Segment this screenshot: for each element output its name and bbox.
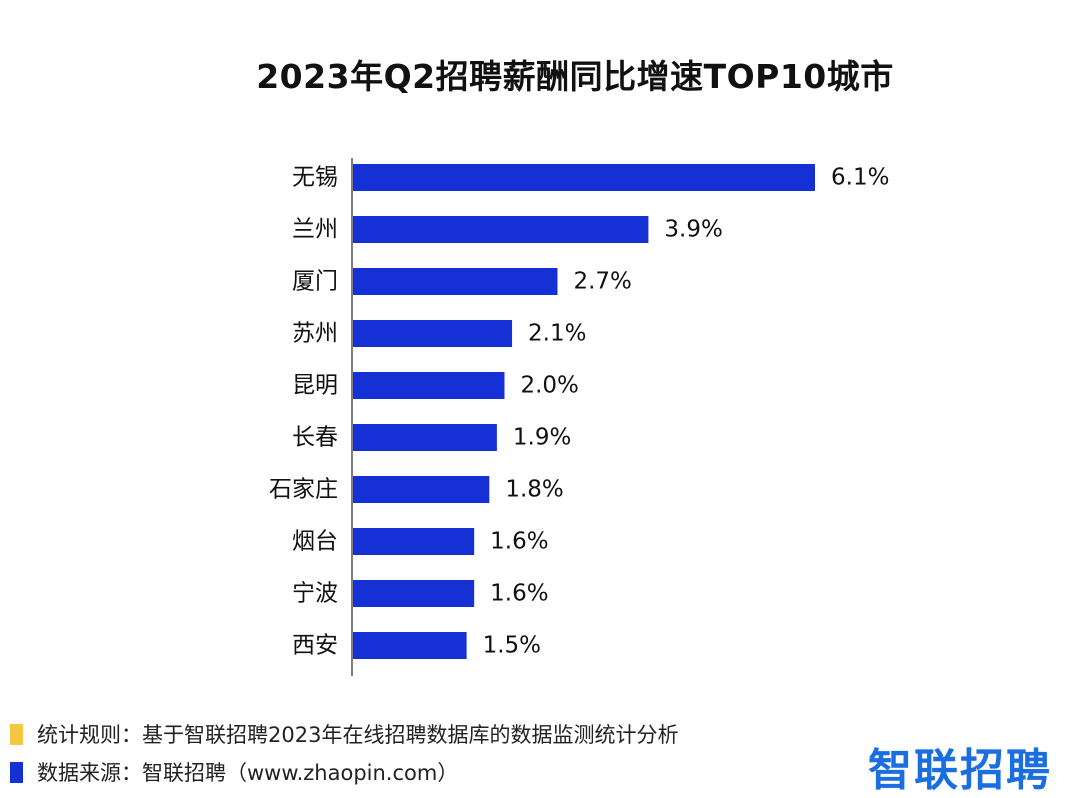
bar — [353, 528, 475, 555]
value-label: 1.8% — [505, 477, 563, 503]
category-label: 宁波 — [292, 581, 338, 607]
bar — [353, 580, 475, 607]
footnote-rule-text: 统计规则：基于智联招聘2023年在线招聘数据库的数据监测统计分析 — [37, 723, 679, 747]
category-label: 厦门 — [292, 269, 338, 295]
value-label: 2.7% — [573, 269, 631, 295]
bar-chart: 无锡 6.1% 兰州 3.9% 厦门 2.7% 苏州 2.1% 昆明 2.0% 长春 1.9% 石家庄 1… — [269, 158, 889, 676]
footnote-source: 数据来源：智联招聘（www.zhaopin.com） — [10, 758, 458, 786]
value-label: 6.1% — [831, 165, 889, 191]
zhaopin-logo: 智联招聘 — [868, 745, 1052, 796]
value-label: 1.9% — [513, 425, 571, 451]
value-label: 1.6% — [490, 581, 548, 607]
bar — [353, 632, 467, 659]
value-label: 1.5% — [483, 633, 541, 659]
category-label: 苏州 — [292, 321, 338, 347]
category-label: 烟台 — [292, 529, 338, 555]
value-label: 2.0% — [520, 373, 578, 399]
footnote-rule: 统计规则：基于智联招聘2023年在线招聘数据库的数据监测统计分析 — [10, 720, 678, 748]
category-label: 西安 — [292, 633, 338, 659]
category-label: 石家庄 — [269, 477, 338, 503]
footnote-source-text: 数据来源：智联招聘（www.zhaopin.com） — [37, 761, 459, 785]
footnote-marker-blue — [10, 761, 23, 783]
value-label: 1.6% — [490, 529, 548, 555]
category-label: 兰州 — [292, 217, 338, 243]
chart-title: 2023年Q2招聘薪酬同比增速TOP10城市 — [256, 57, 894, 96]
category-label: 长春 — [292, 425, 338, 451]
value-label: 2.1% — [528, 321, 586, 347]
bar — [353, 164, 815, 191]
category-label: 无锡 — [292, 165, 338, 191]
bar — [353, 372, 505, 399]
footnote-marker-yellow — [10, 723, 23, 745]
bar — [353, 320, 513, 347]
bar — [353, 216, 649, 243]
category-label: 昆明 — [292, 373, 338, 399]
value-label: 3.9% — [664, 217, 722, 243]
bar — [353, 476, 490, 503]
bar — [353, 268, 558, 295]
bar — [353, 424, 497, 451]
